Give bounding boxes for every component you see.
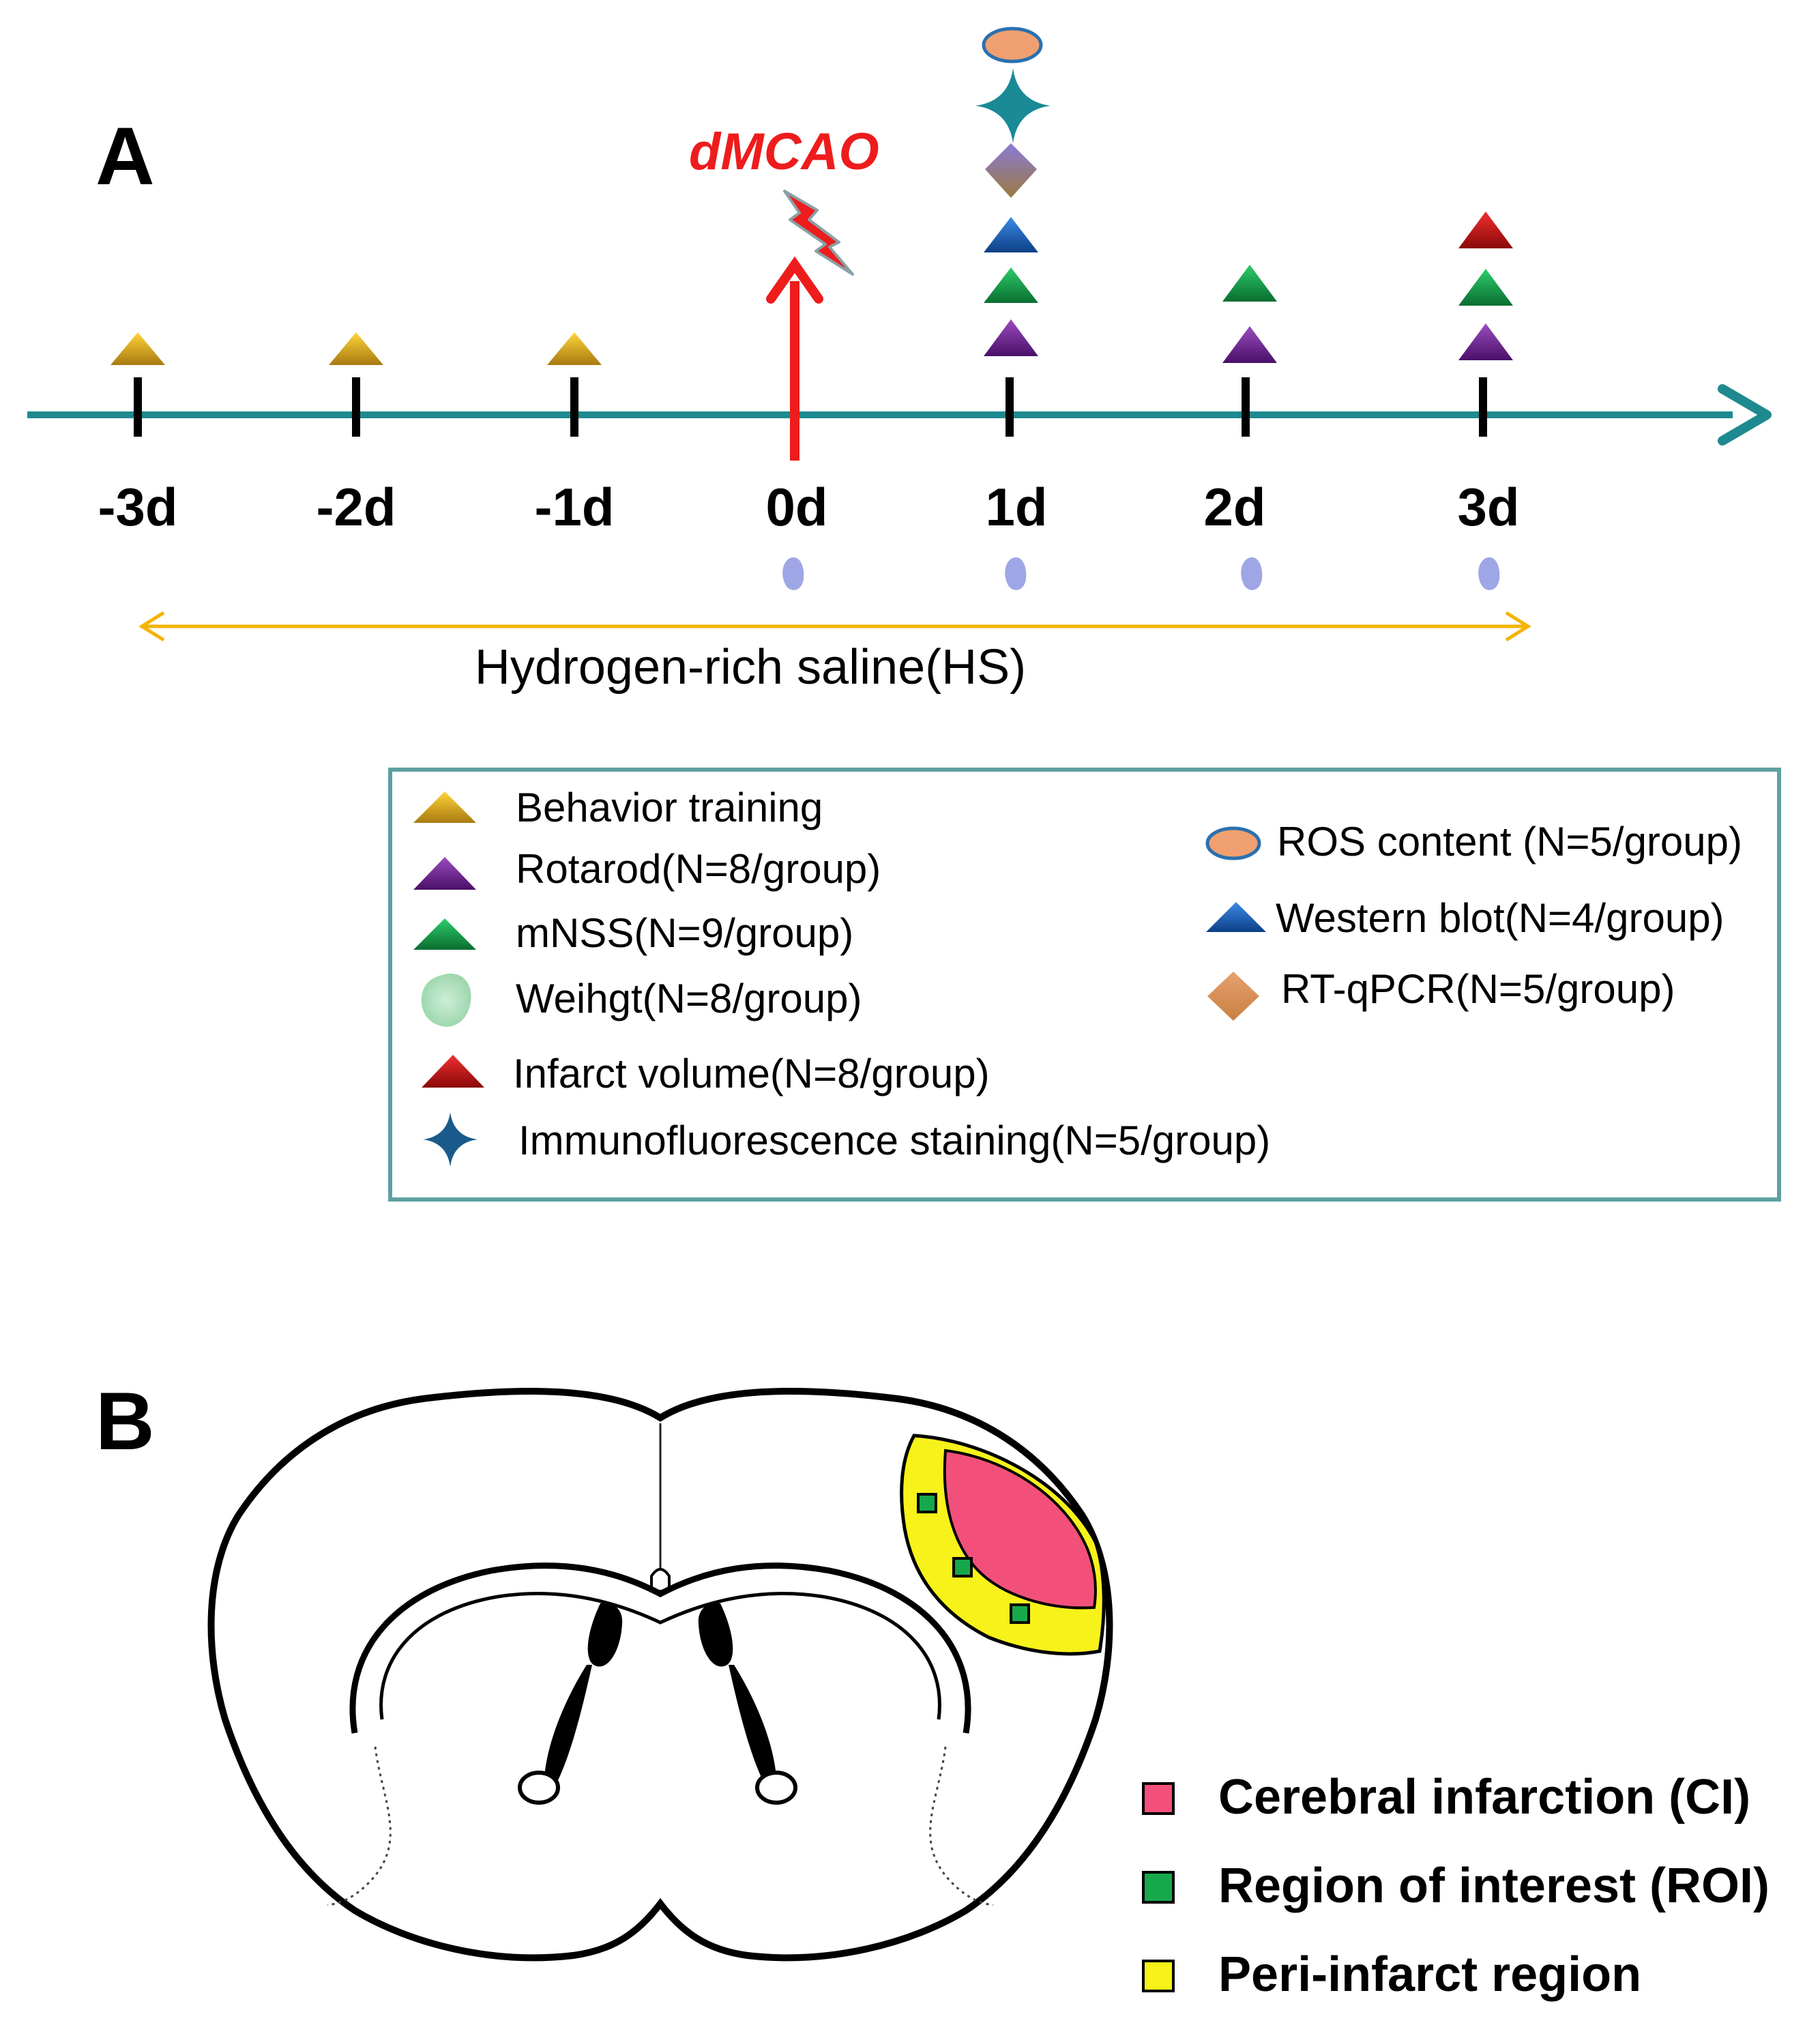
legend-rotarod-label: Rotarod(N=8/group)	[516, 846, 881, 892]
legend-behavior-icon	[413, 791, 476, 823]
legend-mnss-label: mNSS(N=9/group)	[516, 910, 853, 956]
infarct-core	[943, 1449, 1097, 1610]
weight-blob-icon	[782, 557, 804, 590]
legend-ros-label: ROS content (N=5/group)	[1277, 819, 1742, 864]
day-label-minus3: -3d	[98, 477, 178, 537]
rotarod-triangle-icon	[1458, 323, 1513, 360]
legend-rtq-label: RT-qPCR(N=5/group)	[1281, 966, 1675, 1012]
mnss-triangle-icon	[1458, 269, 1513, 306]
timeline-axis	[27, 384, 1772, 446]
roi-square	[952, 1557, 973, 1577]
panel-b-label: B	[96, 1376, 155, 1467]
day-label-minus1: -1d	[535, 477, 615, 537]
weight-blob-icon	[1241, 557, 1263, 590]
day-label-1: 1d	[985, 477, 1047, 537]
behavior-training-triangle-icon	[329, 332, 383, 365]
ros-content-ellipse-icon	[982, 27, 1043, 63]
timeline-ticks	[134, 377, 1487, 437]
legend-ros-icon	[1205, 826, 1261, 860]
legend-infarct-icon	[422, 1055, 484, 1088]
lightning-icon	[783, 190, 854, 276]
weight-blob-icon	[1005, 557, 1027, 590]
rotarod-triangle-icon	[1222, 326, 1277, 363]
legend-infarct-label: Infarct volume(N=8/group)	[513, 1051, 990, 1096]
day-label-2: 2d	[1203, 477, 1265, 537]
legend-behavior-label: Behavior training	[516, 785, 823, 830]
legend-weight-icon	[421, 973, 471, 1027]
legend-if-label: Immunofluorescence staining(N=5/group)	[518, 1118, 1270, 1163]
day-label-minus2: -2d	[317, 477, 396, 537]
legend-roi-swatch	[1142, 1871, 1175, 1904]
panel-a-label: A	[96, 111, 155, 202]
legend-wb-label: Western blot(N=4/group)	[1276, 895, 1724, 941]
legend-rotarod-icon	[413, 857, 476, 890]
immunofluorescence-star-icon	[975, 68, 1051, 143]
weight-blob-icon	[1478, 557, 1500, 590]
legend-peri-label: Peri-infarct region	[1218, 1947, 1641, 2002]
legend-wb-icon	[1206, 902, 1266, 932]
hs-label: Hydrogen-rich saline(HS)	[475, 640, 1026, 695]
behavior-training-triangle-icon	[547, 332, 602, 365]
roi-square	[917, 1493, 937, 1513]
dmcao-arrow	[766, 256, 823, 461]
legend-rtq-icon	[1207, 972, 1259, 1021]
rotarod-triangle-icon	[984, 319, 1038, 356]
infarct-volume-triangle-icon	[1458, 212, 1513, 248]
legend-ci-label: Cerebral infarction (CI)	[1218, 1770, 1750, 1824]
day-label-0: 0d	[765, 477, 827, 537]
dmcao-label: dMCAO	[689, 123, 879, 181]
western-blot-triangle-icon	[984, 217, 1038, 252]
brain-section	[207, 1387, 1113, 1962]
behavior-training-triangle-icon	[111, 332, 165, 365]
legend-mnss-icon	[413, 918, 476, 950]
mnss-triangle-icon	[1222, 265, 1277, 302]
legend-peri-swatch	[1142, 1960, 1175, 1992]
mnss-triangle-icon	[984, 267, 1038, 303]
roi-square	[1010, 1603, 1030, 1624]
day-label-3: 3d	[1457, 477, 1519, 537]
rt-qpcr-diamond-icon	[985, 143, 1037, 198]
legend-roi-label: Region of interest (ROI)	[1218, 1859, 1770, 1913]
legend-box	[388, 768, 1781, 1202]
legend-weight-label: Weihgt(N=8/group)	[516, 976, 862, 1021]
hs-duration-arrow	[138, 611, 1531, 642]
legend-ci-swatch	[1142, 1782, 1175, 1815]
